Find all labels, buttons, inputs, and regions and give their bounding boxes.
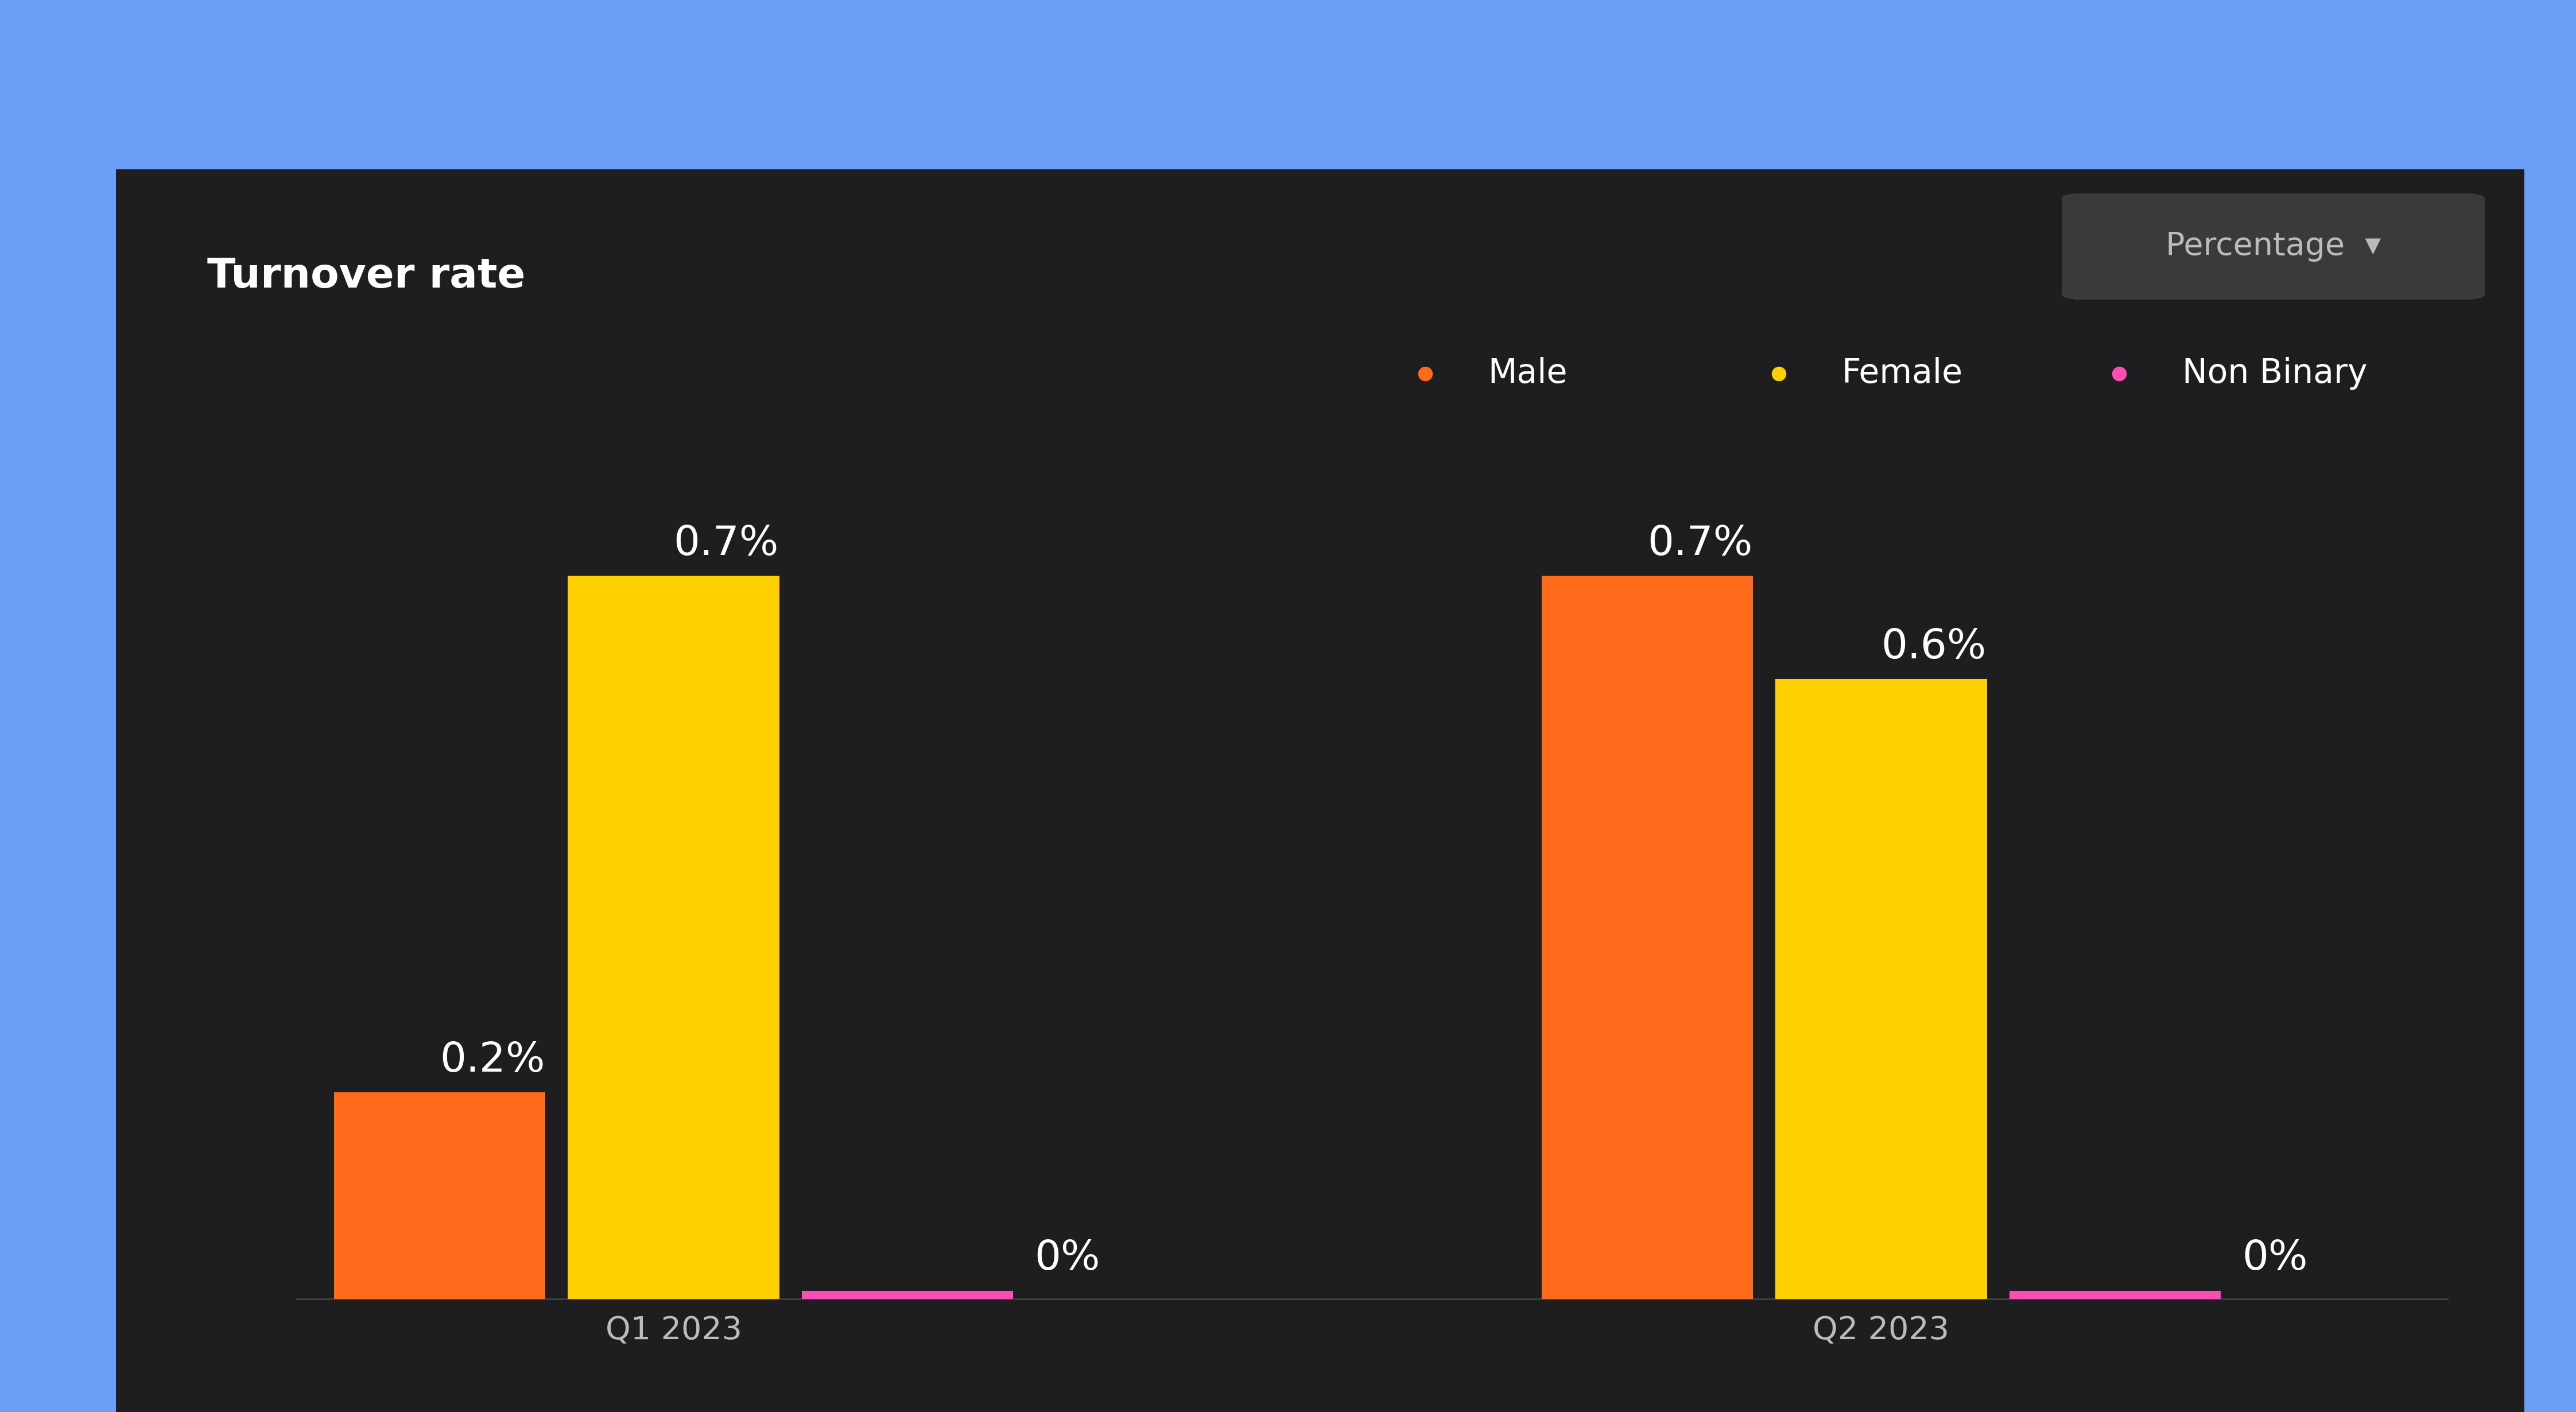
Bar <box>335 1093 546 1299</box>
Bar <box>567 576 781 1299</box>
Text: 0.2%: 0.2% <box>440 1041 546 1080</box>
Point <box>1404 361 1445 384</box>
Bar <box>1775 679 1986 1299</box>
Text: Turnover rate: Turnover rate <box>209 257 526 297</box>
Text: Non Binary: Non Binary <box>2182 357 2367 390</box>
Point <box>2099 361 2141 384</box>
Text: 0%: 0% <box>1036 1238 1100 1278</box>
Text: Percentage  ▾: Percentage ▾ <box>2166 232 2380 261</box>
Point <box>1757 361 1798 384</box>
Text: 0.6%: 0.6% <box>1880 627 1986 666</box>
Text: 0%: 0% <box>2241 1238 2308 1278</box>
Text: Male: Male <box>1489 357 1569 390</box>
Text: 0.7%: 0.7% <box>1646 524 1752 563</box>
Text: Female: Female <box>1842 357 1963 390</box>
Text: 0.7%: 0.7% <box>672 524 778 563</box>
FancyBboxPatch shape <box>2061 193 2486 299</box>
Bar <box>801 1291 1012 1299</box>
Bar <box>2009 1291 2221 1299</box>
Bar <box>1540 576 1752 1299</box>
